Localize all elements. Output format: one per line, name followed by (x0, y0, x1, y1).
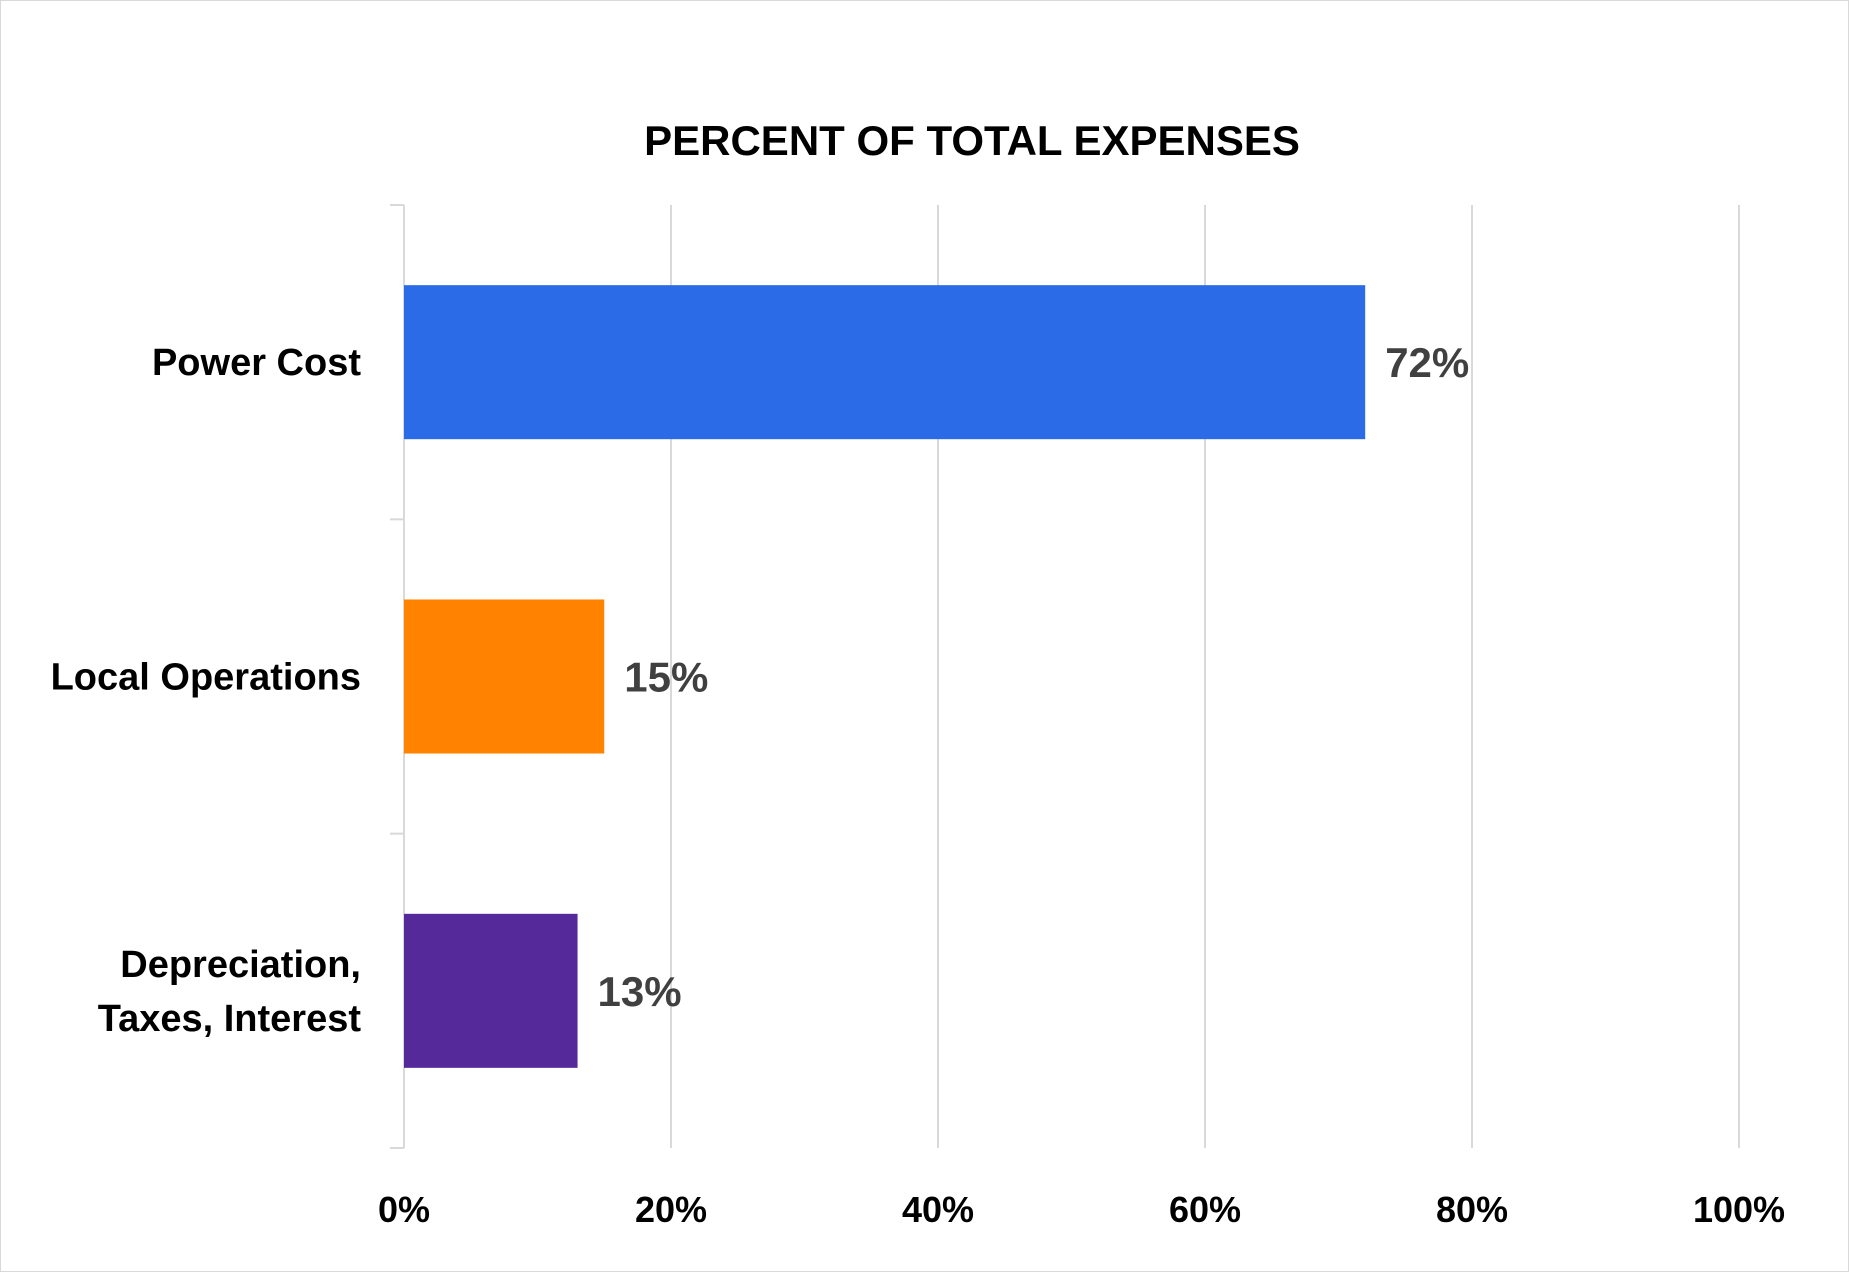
x-tick-label-40: 40% (902, 1189, 974, 1230)
bar-2 (404, 599, 605, 754)
data-label-2: 15% (624, 654, 708, 701)
data-label-1: 72% (1385, 339, 1469, 386)
category-axis (390, 204, 405, 1149)
category-label-2: Local Operations (51, 657, 361, 699)
category-label-3: Depreciation, Taxes, Interest (98, 944, 362, 1040)
x-tick-label-100: 100% (1693, 1189, 1785, 1230)
category-labels: Power Cost Local Operations Depreciation, T… (51, 342, 362, 1040)
x-tick-label-0: 0% (378, 1189, 430, 1230)
category-label-1: Power Cost (152, 342, 361, 384)
x-tick-labels: 0% 20% 40% 60% 80% 100% (378, 1189, 1785, 1230)
x-tick-label-20: 20% (635, 1189, 707, 1230)
data-labels: 72% 15% 13% (598, 339, 1470, 1015)
data-label-3: 13% (598, 968, 682, 1015)
chart-title: PERCENT OF TOTAL EXPENSES (644, 117, 1300, 164)
bar-3 (404, 913, 578, 1068)
x-tick-label-60: 60% (1169, 1189, 1241, 1230)
x-tick-label-80: 80% (1436, 1189, 1508, 1230)
bar-1 (404, 285, 1366, 440)
bars (404, 285, 1366, 1068)
